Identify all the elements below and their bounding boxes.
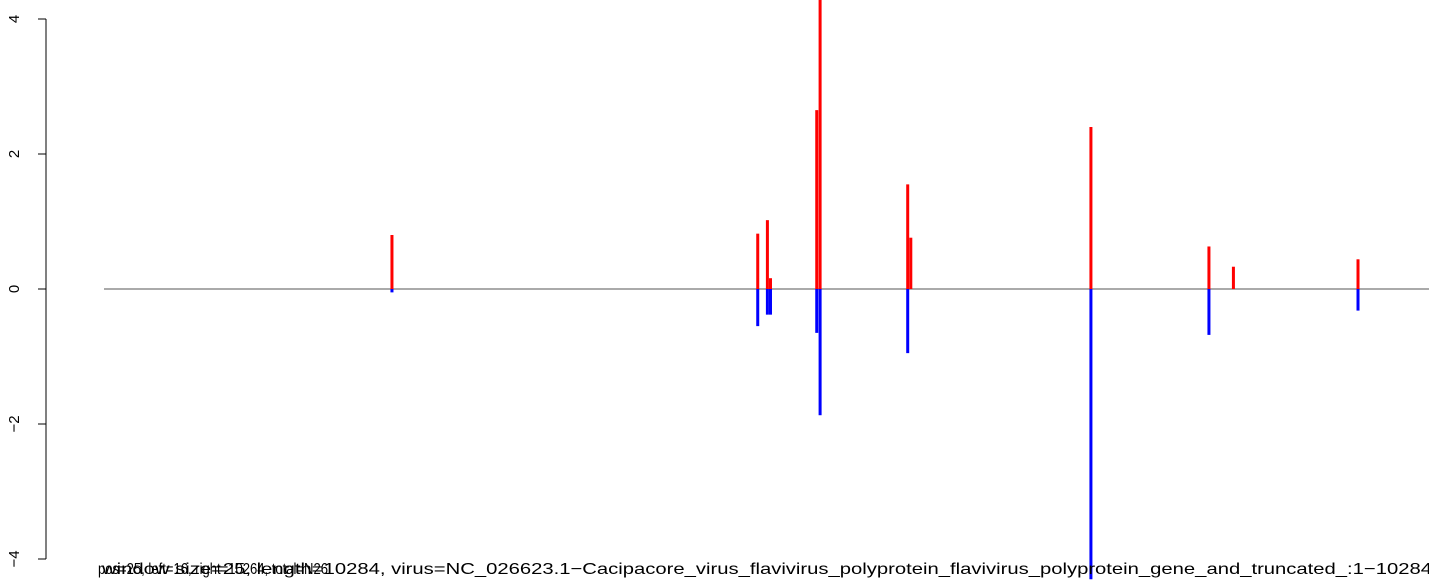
positive-bar — [768, 278, 772, 289]
positive-bar — [765, 220, 769, 289]
y-axis: 4 2 0 −2 −4 — [6, 15, 47, 568]
negative-bar — [1089, 289, 1093, 580]
positive-bar — [1231, 266, 1235, 289]
y-tick-label: 0 — [6, 285, 23, 293]
positive-bar — [909, 237, 913, 289]
positive-bar — [1207, 246, 1211, 289]
y-tick-label: −2 — [6, 415, 23, 432]
positive-bar — [756, 233, 760, 289]
window-info-label: window size=25, length=10284, virus=NC_0… — [101, 561, 1429, 578]
negative-series — [390, 289, 1360, 580]
y-tick-label: 2 — [6, 150, 23, 158]
y-tick-label: 4 — [6, 15, 23, 23]
negative-bar — [815, 289, 819, 333]
positive-bar — [818, 0, 822, 290]
negative-bar — [768, 289, 772, 315]
negative-bar — [1207, 289, 1211, 335]
position-info-label: pos=25, left=16, right=10264, total=N26 — [98, 561, 328, 578]
positive-series — [390, 0, 1360, 290]
positive-bar — [390, 235, 394, 289]
negative-bar — [756, 289, 760, 327]
positive-bar — [815, 110, 819, 289]
positive-bar — [906, 184, 910, 289]
positive-bar — [1356, 259, 1360, 289]
positive-bar — [1089, 127, 1093, 289]
negative-bar — [818, 289, 822, 416]
y-tick-label: −4 — [6, 550, 23, 567]
negative-bar — [390, 289, 394, 293]
negative-bar — [765, 289, 769, 315]
negative-bar — [906, 289, 910, 354]
negative-bar — [1356, 289, 1360, 311]
